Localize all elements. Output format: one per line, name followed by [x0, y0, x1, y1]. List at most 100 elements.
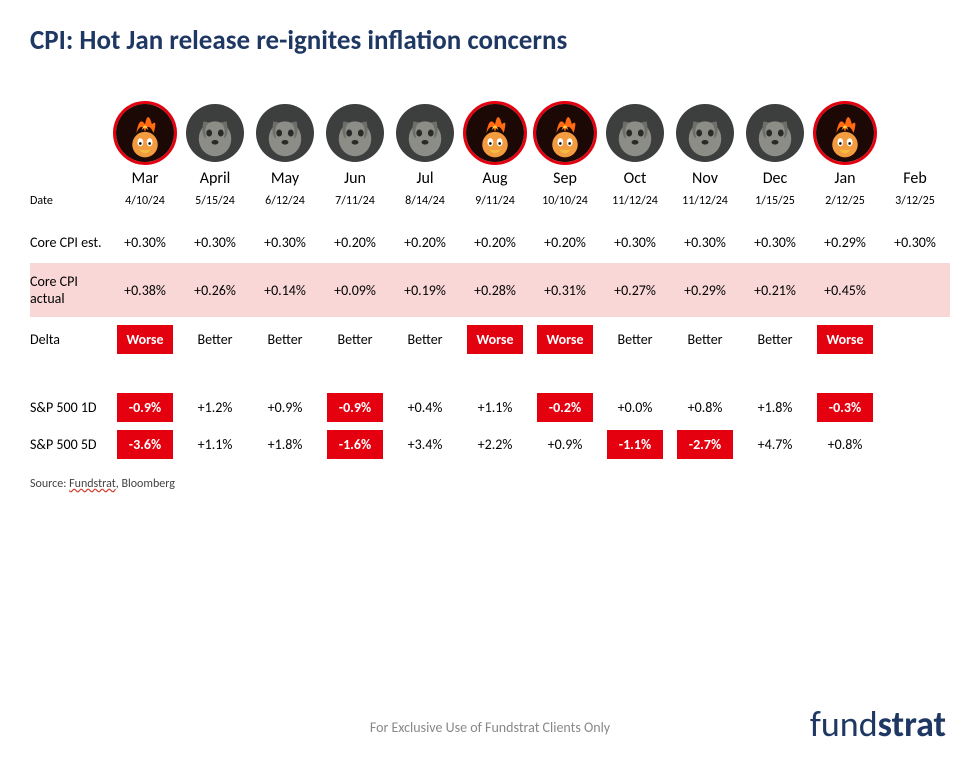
month-icon [533, 101, 597, 165]
fire-icon [116, 104, 174, 162]
month-label: April [200, 169, 231, 188]
date-cell: 4/10/24 [125, 194, 165, 208]
icon-cell [810, 97, 880, 169]
dog-icon [396, 104, 454, 162]
month-icon [603, 101, 667, 165]
est-cell: +0.30% [124, 234, 166, 251]
month-label: Sep [553, 169, 577, 188]
delta-badge: Worse [537, 325, 593, 354]
month-label: May [271, 169, 299, 188]
month-label: Mar [132, 169, 159, 188]
delta-badge: Worse [117, 325, 173, 354]
date-cell: 3/12/25 [895, 194, 935, 208]
row-label-sp1d: S&P 500 1D [30, 399, 97, 416]
delta-badge: Better [747, 325, 803, 354]
fire-icon [816, 104, 874, 162]
row-label-est: Core CPI est. [30, 234, 102, 251]
month-label: Oct [624, 169, 647, 188]
brand-thin: fund [810, 702, 878, 746]
delta-badge: Worse [467, 325, 523, 354]
icon-cell [110, 97, 180, 169]
date-cell: 8/14/24 [405, 194, 445, 208]
sp5d-cell: +0.8% [817, 430, 873, 459]
delta-badge: Better [607, 325, 663, 354]
sp1d-cell: +0.9% [257, 393, 313, 422]
month-label: Jul [416, 169, 433, 188]
month-label: Nov [692, 169, 718, 188]
actual-cell: +0.45% [824, 282, 866, 299]
actual-cell: +0.14% [264, 282, 306, 299]
sp1d-cell: +1.2% [187, 393, 243, 422]
month-icon [253, 101, 317, 165]
sp1d-cell: +1.1% [467, 393, 523, 422]
sp1d-cell: +0.0% [607, 393, 663, 422]
cpi-table: MarAprilMayJunJulAugSepOctNovDecJanFebDa… [30, 97, 950, 463]
est-cell: +0.30% [194, 234, 236, 251]
actual-cell: +0.19% [404, 282, 446, 299]
sp5d-cell: +2.2% [467, 430, 523, 459]
delta-badge: Better [257, 325, 313, 354]
sp5d-cell: -1.1% [607, 430, 663, 459]
est-cell: +0.30% [684, 234, 726, 251]
actual-cell: +0.26% [194, 282, 236, 299]
month-icon [813, 101, 877, 165]
month-label: Dec [763, 169, 788, 188]
est-cell: +0.30% [754, 234, 796, 251]
page-title: CPI: Hot Jan release re-ignites inflatio… [30, 24, 950, 57]
date-cell: 11/12/24 [682, 194, 728, 208]
date-cell: 10/10/24 [542, 194, 588, 208]
source-line: Source: Fundstrat, Bloomberg [30, 477, 950, 491]
est-cell: +0.30% [264, 234, 306, 251]
dog-icon [606, 104, 664, 162]
source-prefix: Source: [30, 477, 69, 491]
delta-badge: Better [187, 325, 243, 354]
date-cell: 6/12/24 [265, 194, 305, 208]
fire-icon [536, 104, 594, 162]
month-label: Jun [344, 169, 366, 188]
actual-cell: +0.21% [754, 282, 796, 299]
icon-cell [320, 97, 390, 169]
icon-cell [390, 97, 460, 169]
sp5d-cell: +1.1% [187, 430, 243, 459]
sp1d-cell: -0.9% [327, 393, 383, 422]
date-cell: 11/12/24 [612, 194, 658, 208]
brand-bold: strat [878, 702, 946, 746]
actual-cell: +0.28% [474, 282, 516, 299]
date-cell: 2/12/25 [825, 194, 865, 208]
actual-cell: +0.38% [124, 282, 166, 299]
est-cell: +0.20% [334, 234, 376, 251]
row-label-delta: Delta [30, 331, 60, 348]
source-link[interactable]: Fundstrat [69, 477, 116, 491]
actual-cell: +0.27% [614, 282, 656, 299]
sp5d-cell: +0.9% [537, 430, 593, 459]
sp5d-cell: +4.7% [747, 430, 803, 459]
icon-cell [530, 97, 600, 169]
est-cell: +0.20% [544, 234, 586, 251]
table-body: MarAprilMayJunJulAugSepOctNovDecJanFebDa… [30, 97, 950, 463]
month-icon [183, 101, 247, 165]
icon-cell [600, 97, 670, 169]
dog-icon [256, 104, 314, 162]
dog-icon [746, 104, 804, 162]
delta-badge: Better [677, 325, 733, 354]
sp1d-cell: +0.8% [677, 393, 733, 422]
date-cell: 1/15/25 [755, 194, 795, 208]
month-icon [743, 101, 807, 165]
dog-icon [186, 104, 244, 162]
delta-badge: Better [397, 325, 453, 354]
source-suffix: , Bloomberg [116, 477, 175, 491]
sp1d-cell: +1.8% [747, 393, 803, 422]
date-cell: 9/11/24 [475, 194, 515, 208]
sp1d-cell: -0.2% [537, 393, 593, 422]
sp1d-cell: +0.4% [397, 393, 453, 422]
row-label-date: Date [30, 194, 53, 208]
month-icon [673, 101, 737, 165]
icon-cell [250, 97, 320, 169]
icon-cell [740, 97, 810, 169]
row-label-sp5d: S&P 500 5D [30, 436, 97, 453]
icon-cell [670, 97, 740, 169]
brand-logo: fundstrat [810, 702, 946, 746]
month-icon [323, 101, 387, 165]
est-cell: +0.30% [614, 234, 656, 251]
est-cell: +0.20% [474, 234, 516, 251]
